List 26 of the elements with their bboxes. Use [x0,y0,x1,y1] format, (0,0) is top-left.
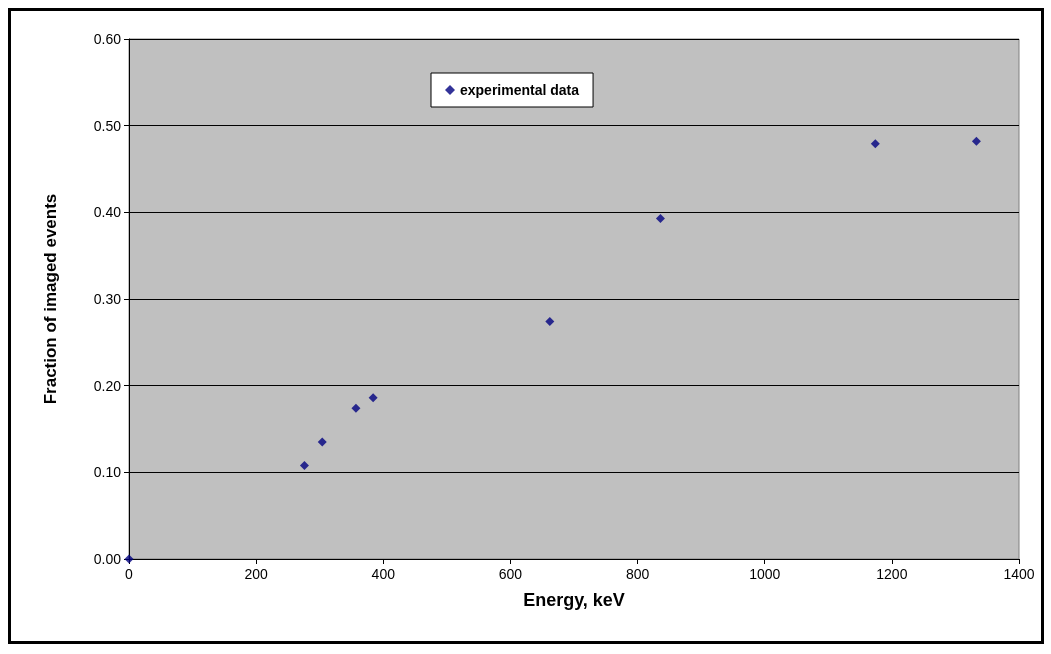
x-tick-label: 400 [371,566,396,582]
y-tick-label: 0.60 [93,31,122,47]
y-tick-label: 0.40 [93,204,122,221]
x-tick-label: 1200 [876,566,908,582]
point [545,317,555,327]
y-axis-title: Fraction of imaged events [41,193,60,405]
y-tick-label: 0.10 [93,464,122,481]
point [351,403,361,413]
point [317,437,327,447]
point [299,460,309,470]
y-tick-label: 0.20 [93,377,122,394]
x-tick-label: 1400 [1003,566,1035,582]
y-tick-label: 0.50 [93,117,122,134]
x-tick-label: 0 [125,566,134,582]
x-tick-label: 200 [244,566,269,582]
y-tick-label: 0.00 [93,551,122,567]
x-axis-title: Energy, keV [523,590,625,610]
legend-label: experimental data [460,82,580,98]
x-tick-label: 1000 [749,566,781,582]
point [971,136,981,146]
x-tick-label: 800 [625,566,650,582]
y-tick-label: 0.30 [93,291,122,307]
point [870,139,880,149]
point [655,213,665,223]
x-tick-label: 600 [498,566,523,582]
point [368,393,378,403]
